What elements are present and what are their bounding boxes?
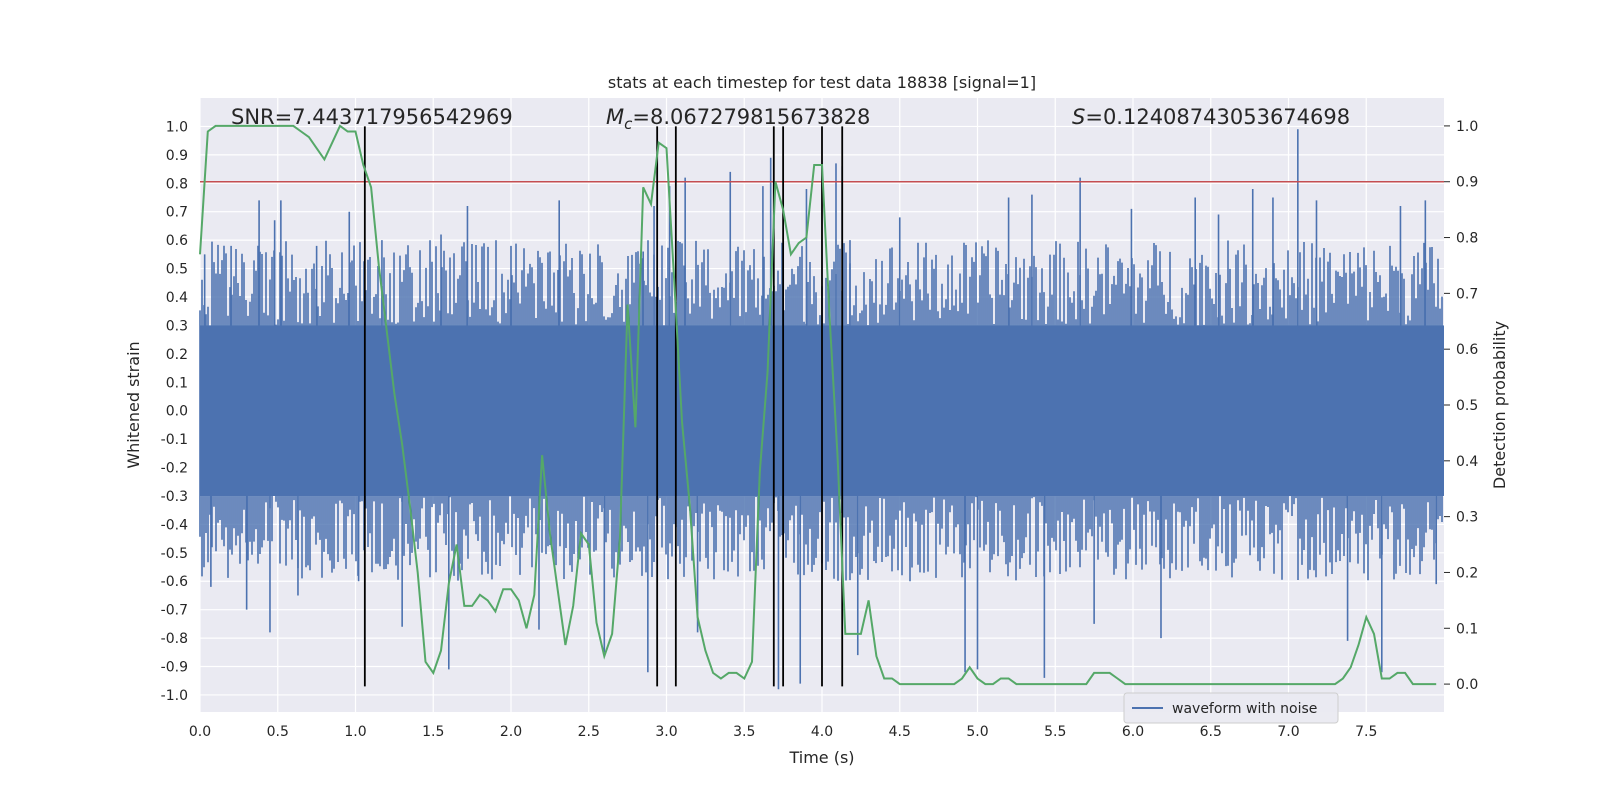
x-tick-label: 5.0 <box>966 724 988 740</box>
y-tick-labels: -1.0 -0.9 -0.8 -0.7 -0.6 -0.5 -0.4 -0.3 -0.2 -0.1… <box>161 119 188 704</box>
y-tick-label: -0.2 <box>161 461 188 477</box>
y-right-tick-label: 0.2 <box>1456 565 1478 581</box>
x-tick-label: 3.5 <box>733 724 755 740</box>
s-value: =0.12408743053674698 <box>1085 105 1350 129</box>
x-tick-labels: 0.0 0.5 1.0 1.5 2.0 2.5 3.0 3.5 4.0 4.5 5.0 5.5 6.0 6… <box>189 724 1378 740</box>
x-tick-label: 1.5 <box>422 724 444 740</box>
y-tick-label: 0.2 <box>166 347 188 363</box>
chirp-mass-subscript: c <box>624 115 633 133</box>
x-tick-label: 2.0 <box>500 724 522 740</box>
x-tick-label: 4.5 <box>889 724 911 740</box>
x-tick-label: 5.5 <box>1044 724 1066 740</box>
y-tick-label: -0.5 <box>161 546 188 562</box>
y-tick-label: 0.5 <box>166 262 188 278</box>
y-tick-label: -0.9 <box>161 660 188 676</box>
x-tick-label: 4.0 <box>811 724 833 740</box>
y-right-tick-label: 0.7 <box>1456 286 1478 302</box>
y-tick-label: 0.4 <box>166 290 188 306</box>
y-tick-label: 0.3 <box>166 318 188 334</box>
y-right-tick-label: 0.9 <box>1456 175 1478 191</box>
s-annotation: S=0.12408743053674698 <box>1072 105 1350 129</box>
y-right-axis-label: Detection probability <box>1490 321 1509 489</box>
y-tick-label: 1.0 <box>166 119 188 135</box>
x-tick-label: 0.0 <box>189 724 211 740</box>
y-tick-label: 0.0 <box>166 404 188 420</box>
y-right-tick-label: 0.0 <box>1456 677 1478 693</box>
x-tick-label: 2.5 <box>578 724 600 740</box>
x-tick-label: 1.0 <box>344 724 366 740</box>
chirp-mass-symbol: M <box>606 105 624 129</box>
chirp-mass-annotation: Mc=8.067279815673828 <box>606 105 870 133</box>
y-right-tick-label: 0.4 <box>1456 454 1478 470</box>
y-right-tick-label: 0.1 <box>1456 621 1478 637</box>
y-axis-label: Whitened strain <box>124 341 143 468</box>
x-axis-label: Time (s) <box>788 748 854 767</box>
y-tick-label: -0.7 <box>161 603 188 619</box>
y-right-tick-label: 1.0 <box>1456 119 1478 135</box>
y-tick-label: -0.8 <box>161 631 188 647</box>
y-tick-label: -0.3 <box>161 489 188 505</box>
chart-title: stats at each timestep for test data 188… <box>608 73 1036 92</box>
y-right-tick-label: 0.6 <box>1456 342 1478 358</box>
y-right-tick-label: 0.3 <box>1456 510 1478 526</box>
legend-box <box>1123 692 1339 724</box>
x-tick-label: 7.0 <box>1277 724 1299 740</box>
legend: waveform with noise <box>1123 692 1339 724</box>
x-tick-label: 3.0 <box>655 724 677 740</box>
x-tick-label: 0.5 <box>267 724 289 740</box>
y-tick-label: 0.7 <box>166 205 188 221</box>
y-right-tick-labels: 0.0 0.1 0.2 0.3 0.4 0.5 0.6 0.7 0.8 0.9 1.0 <box>1444 119 1478 693</box>
chirp-mass-value: =8.067279815673828 <box>632 105 870 129</box>
x-tick-label: 7.5 <box>1355 724 1377 740</box>
y-tick-label: -0.1 <box>161 432 188 448</box>
y-tick-label: -1.0 <box>161 688 188 704</box>
y-right-tick-label: 0.8 <box>1456 231 1478 247</box>
s-symbol: S <box>1072 105 1085 129</box>
y-tick-label: 0.9 <box>166 148 188 164</box>
y-tick-label: 0.6 <box>166 233 188 249</box>
x-tick-label: 6.0 <box>1122 724 1144 740</box>
snr-annotation: SNR=7.443717956542969 <box>231 105 513 129</box>
legend-label: waveform with noise <box>1172 701 1317 717</box>
detection-probability-line <box>199 124 1437 686</box>
x-tick-label: 6.5 <box>1200 724 1222 740</box>
y-tick-label: 0.8 <box>166 176 188 192</box>
waveform-spikes <box>203 129 1438 690</box>
y-tick-label: -0.6 <box>161 574 188 590</box>
y-right-tick-label: 0.5 <box>1456 398 1478 414</box>
y-tick-label: -0.4 <box>161 517 188 533</box>
y-tick-label: 0.1 <box>166 375 188 391</box>
